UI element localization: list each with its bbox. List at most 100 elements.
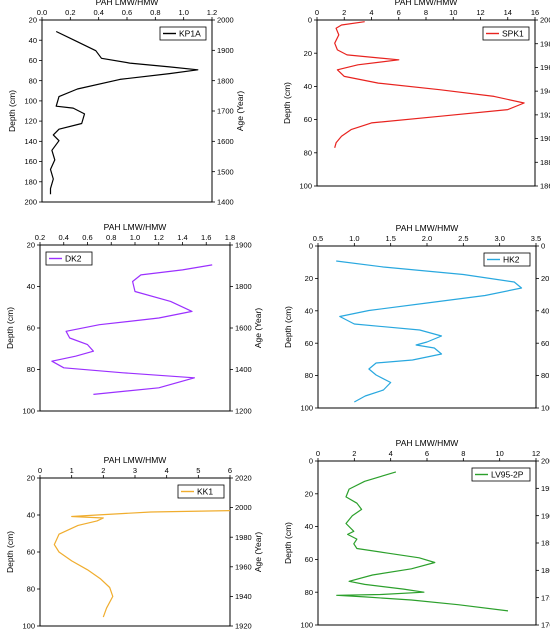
x-tick-label: 3.5 xyxy=(531,234,541,243)
y-tick-label: 40 xyxy=(305,306,313,315)
x-tick-label: 0.6 xyxy=(122,8,132,17)
x-tick-label: 1.8 xyxy=(225,233,235,242)
y2-tick-label: 1600 xyxy=(217,137,234,146)
y2-tick-label: 2000 xyxy=(541,457,550,466)
y-tick-label: 200 xyxy=(24,198,37,207)
x-tick-label: 0.8 xyxy=(150,8,160,17)
legend-label: HK2 xyxy=(503,255,520,265)
x-tick-label: 1.0 xyxy=(178,8,188,17)
y-tick-label: 80 xyxy=(29,76,37,85)
x-tick-label: 0 xyxy=(315,8,319,17)
series-line-lv95-2p xyxy=(336,471,509,612)
x-tick-label: 6 xyxy=(425,449,429,458)
y2-tick-label: 1900 xyxy=(541,511,550,520)
y2-tick-label: 2020 xyxy=(235,474,252,483)
y-tick-label: 100 xyxy=(22,622,35,631)
legend-box xyxy=(45,251,93,266)
x-tick-label: 4 xyxy=(369,8,373,17)
y2-tick-label: 1920 xyxy=(540,110,550,119)
y-tick-label: 0 xyxy=(308,16,312,25)
y2-axis-title: Age (Year) xyxy=(253,532,263,572)
chart-panel-2: PAH LMW/HMW 0 2 4 6 8 10 12 14 16 0 20 40 60 80 100 2000… xyxy=(282,0,550,191)
x-tick-label: 4 xyxy=(165,466,169,475)
y-axis-title: Depth (cm) xyxy=(7,90,17,132)
y2-tick-label: 1860 xyxy=(540,182,550,191)
y-tick-label: 0 xyxy=(309,242,313,251)
plot-frame xyxy=(39,244,231,412)
series-line-hk2 xyxy=(336,260,523,403)
y-tick-label: 40 xyxy=(27,282,35,291)
y-tick-label: 120 xyxy=(24,117,37,126)
y-tick-label: 20 xyxy=(27,474,35,483)
x-tick-label: 4 xyxy=(389,449,393,458)
x-tick-label: 1 xyxy=(70,466,74,475)
y-tick-label: 20 xyxy=(29,16,37,25)
y-tick-label: 0 xyxy=(309,457,313,466)
y-tick-label: 60 xyxy=(27,548,35,557)
y2-tick-label: 1980 xyxy=(540,39,550,48)
legend: SPK1 xyxy=(482,26,530,41)
y-tick-label: 100 xyxy=(22,407,35,416)
x-tick-label: 0.2 xyxy=(65,8,75,17)
y-tick-label: 160 xyxy=(24,157,37,166)
series-line-spk1 xyxy=(334,21,525,148)
y2-tick-label: 80 xyxy=(541,371,549,380)
y2-tick-label: 2000 xyxy=(235,503,252,512)
x-tick-label: 8 xyxy=(461,449,465,458)
x-axis-title: PAH LMW/HMW xyxy=(96,0,159,7)
plot-frame xyxy=(39,477,231,627)
x-tick-label: 1.4 xyxy=(177,233,187,242)
x-axis-title: PAH LMW/HMW xyxy=(104,222,167,232)
plot-frame xyxy=(316,19,536,187)
y2-tick-label: 2000 xyxy=(217,16,234,25)
legend-box xyxy=(482,26,530,41)
x-tick-label: 2 xyxy=(352,449,356,458)
x-tick-label: 3 xyxy=(133,466,137,475)
y-tick-label: 60 xyxy=(305,555,313,564)
x-axis-title: PAH LMW/HMW xyxy=(104,455,167,465)
x-tick-label: 2.5 xyxy=(458,234,468,243)
legend-box xyxy=(159,26,207,41)
x-tick-label: 0.4 xyxy=(93,8,103,17)
chart-panel-1: PAH LMW/HMW 0.0 0.2 0.4 0.6 0.8 1.0 1.2 20 40 60 80… xyxy=(7,0,245,207)
x-tick-label: 10 xyxy=(495,449,503,458)
y2-tick-label: 1800 xyxy=(217,76,234,85)
y-tick-label: 60 xyxy=(304,115,312,124)
y2-tick-label: 1900 xyxy=(540,134,550,143)
legend-box xyxy=(177,484,225,499)
y-axis-title: Depth (cm) xyxy=(282,82,292,124)
y-tick-label: 20 xyxy=(305,274,313,283)
x-axis-title: PAH LMW/HMW xyxy=(395,0,458,7)
y-tick-label: 60 xyxy=(305,339,313,348)
legend-box xyxy=(471,467,531,482)
x-tick-label: 0 xyxy=(38,466,42,475)
x-tick-label: 12 xyxy=(532,449,540,458)
y-tick-label: 60 xyxy=(27,324,35,333)
y-axis-title: Depth (cm) xyxy=(283,306,293,348)
legend: KK1 xyxy=(177,484,225,499)
chart-panel-3: PAH LMW/HMW 0.2 0.4 0.6 0.8 1.0 1.2 1.4 1.6 1.8 20… xyxy=(5,222,263,416)
legend-label: LV95-2P xyxy=(491,470,524,480)
x-tick-label: 2.0 xyxy=(422,234,432,243)
x-tick-label: 1.0 xyxy=(349,234,359,243)
y2-tick-label: 1940 xyxy=(235,592,252,601)
y-tick-label: 80 xyxy=(304,148,312,157)
y2-tick-label: 40 xyxy=(541,306,549,315)
x-tick-label: 1.2 xyxy=(207,8,217,17)
y-tick-label: 80 xyxy=(305,371,313,380)
x-tick-label: 1.2 xyxy=(154,233,164,242)
x-tick-label: 0.8 xyxy=(106,233,116,242)
y2-tick-label: 1800 xyxy=(541,566,550,575)
y2-tick-label: 1900 xyxy=(235,241,252,250)
y-tick-label: 100 xyxy=(299,182,312,191)
y2-tick-label: 1900 xyxy=(217,46,234,55)
y2-tick-label: 1200 xyxy=(235,407,252,416)
x-tick-label: 1.0 xyxy=(130,233,140,242)
y-tick-label: 80 xyxy=(27,365,35,374)
y2-tick-label: 1700 xyxy=(541,621,550,630)
x-tick-label: 2 xyxy=(342,8,346,17)
x-tick-label: 8 xyxy=(424,8,428,17)
series-line-dk2 xyxy=(51,264,213,395)
